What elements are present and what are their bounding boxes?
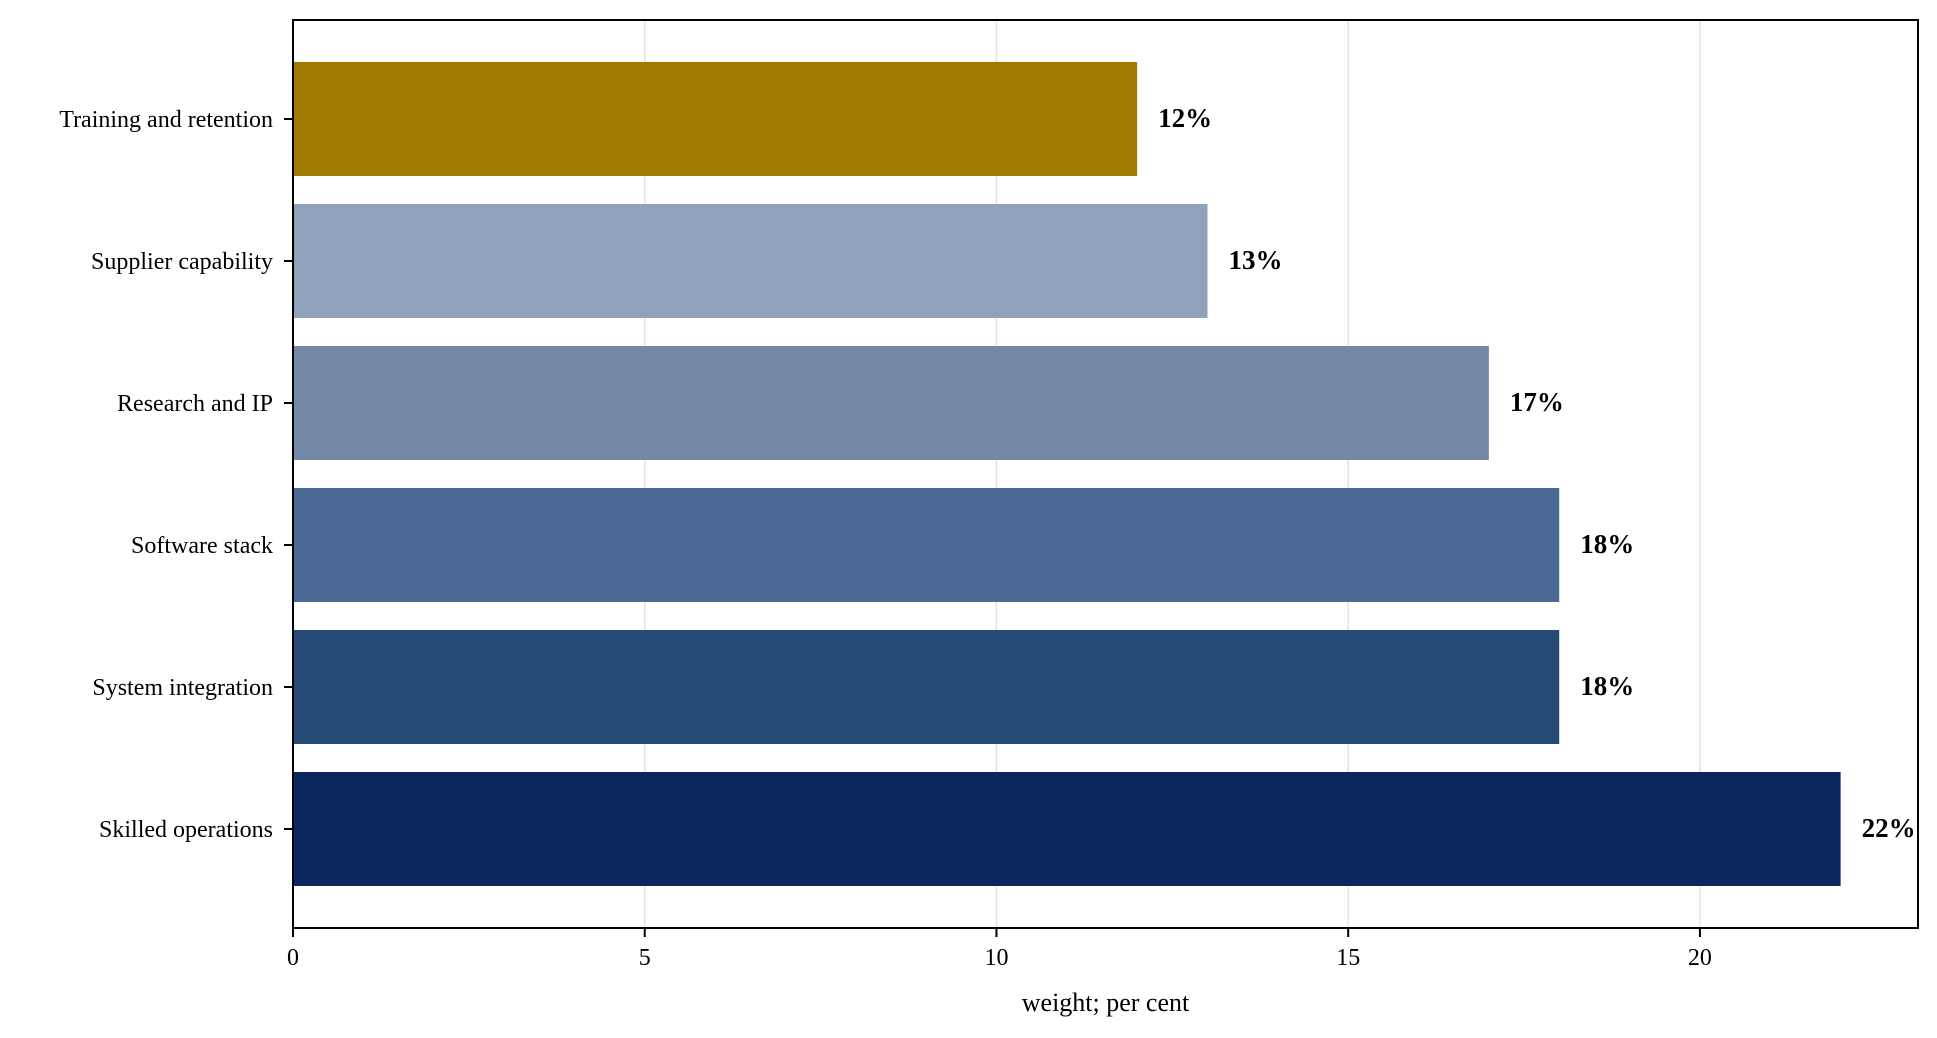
bars [293,62,1841,886]
bar [293,204,1208,318]
bar [293,488,1560,602]
data-label: 18% [1580,671,1634,701]
x-tick-label: 10 [984,945,1008,971]
x-axis-ticks: 0 5 10 15 20 [287,928,1712,971]
y-tick-label: Training and retention [59,107,273,133]
y-tick-label: Skilled operations [99,817,273,843]
y-tick-label: Research and IP [117,391,273,417]
data-label: 12% [1158,103,1212,133]
bar [293,630,1560,744]
bar [293,772,1841,886]
y-tick-label: Supplier capability [91,249,273,275]
value-labels: 12% 13% 17% 18% 18% 22% [1158,103,1915,843]
plot-frame [292,19,1919,929]
x-axis-label: weight; per cent [1022,988,1190,1017]
x-tick-label: 20 [1688,945,1712,971]
x-tick-label: 0 [287,945,299,971]
x-tick-label: 5 [639,945,651,971]
y-axis-ticks: Training and retention Supplier capabilit… [59,107,293,843]
y-tick-label: System integration [92,675,273,701]
data-label: 18% [1580,529,1634,559]
bar [293,62,1138,176]
data-label: 17% [1510,387,1564,417]
data-label: 13% [1229,245,1283,275]
bar [293,346,1489,460]
y-tick-label: Software stack [131,533,273,559]
x-tick-label: 15 [1336,945,1360,971]
data-label: 22% [1862,813,1916,843]
